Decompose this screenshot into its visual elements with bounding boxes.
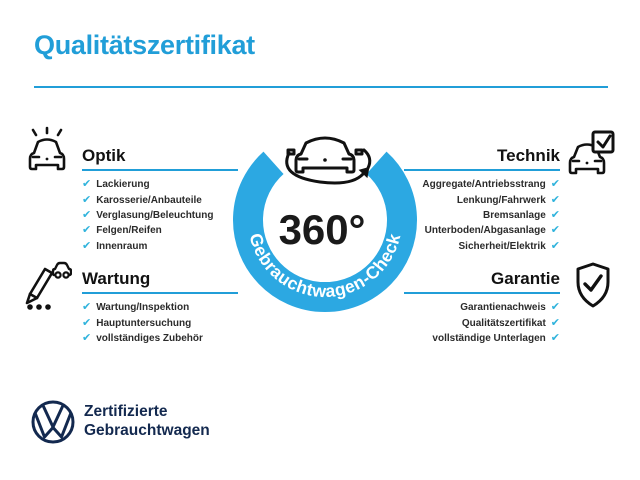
brand-claim: Zertifizierte Gebrauchtwagen <box>84 402 210 440</box>
section-optik: Optik ✔ Lackierung ✔ Karosserie/Anbauteile… <box>82 146 238 254</box>
checklist-item: ✔ Verglasung/Beleuchtung <box>82 208 214 221</box>
check-icon: ✔ <box>550 316 560 329</box>
ring-shape <box>233 151 417 312</box>
check-icon: ✔ <box>82 301 92 314</box>
checklist-item: Bremsanlage ✔ <box>482 208 560 221</box>
checklist: Aggregate/Antriebsstrang ✔ Lenkung/Fahrwe… <box>404 177 560 254</box>
sparkling-car-icon <box>23 126 71 174</box>
checklist-item: Lenkung/Fahrwerk ✔ <box>456 193 560 206</box>
checklist-item: vollständige Unterlagen ✔ <box>432 331 560 344</box>
check-icon: ✔ <box>82 208 92 221</box>
checklist-item: Aggregate/Antriebsstrang ✔ <box>422 178 560 191</box>
check-icon: ✔ <box>550 331 560 344</box>
checklist-item: ✔ Hauptuntersuchung <box>82 316 192 329</box>
check-icon: ✔ <box>82 239 92 252</box>
checklist-item: Unterboden/Abgasanlage ✔ <box>424 224 560 237</box>
section-title: Optik <box>82 146 126 165</box>
check-icon: ✔ <box>550 178 560 191</box>
checklist: ✔ Lackierung ✔ Karosserie/Anbauteile ✔ Verg… <box>82 177 238 254</box>
check-icon: ✔ <box>550 224 560 237</box>
shield-check-icon <box>572 261 614 309</box>
checklist: ✔ Wartung/Inspektion ✔ Hauptuntersuchung ✔… <box>82 300 238 346</box>
check-icon: ✔ <box>550 193 560 206</box>
section-divider <box>82 292 238 294</box>
check-icon: ✔ <box>82 193 92 206</box>
section-title: Garantie <box>491 269 560 288</box>
car-checkbox-icon <box>566 130 616 176</box>
check-icon: ✔ <box>82 178 92 191</box>
check-icon: ✔ <box>82 316 92 329</box>
checklist: Garantienachweis ✔ Qualitätszertifikat ✔ v… <box>404 300 560 346</box>
checklist-item: ✔ Lackierung <box>82 178 150 191</box>
brand-claim-line2: Gebrauchtwagen <box>84 422 210 439</box>
section-garantie: Garantie Garantienachweis ✔ Qualitätszert… <box>404 269 560 346</box>
check-icon: ✔ <box>82 331 92 344</box>
section-divider <box>82 169 238 171</box>
check-icon: ✔ <box>550 239 560 252</box>
page-title: Qualitätszertifikat <box>34 30 255 60</box>
section-technik: Technik Aggregate/Antriebsstrang ✔ Lenkun… <box>404 146 560 254</box>
check-icon: ✔ <box>550 301 560 314</box>
title-divider <box>34 86 608 88</box>
checklist-item: Sicherheit/Elektrik ✔ <box>458 239 560 252</box>
check-icon: ✔ <box>550 208 560 221</box>
section-wartung: Wartung ✔ Wartung/Inspektion ✔ Hauptunters… <box>82 269 238 346</box>
vw-logo <box>30 399 76 450</box>
checklist-item: Garantienachweis ✔ <box>460 301 560 314</box>
checklist-item: ✔ Felgen/Reifen <box>82 224 162 237</box>
section-title: Technik <box>497 146 560 165</box>
checklist-item: ✔ Karosserie/Anbauteile <box>82 193 202 206</box>
service-record-icon <box>20 258 72 312</box>
brand-claim-line1: Zertifizierte <box>84 403 168 420</box>
checklist-item: ✔ Wartung/Inspektion <box>82 301 190 314</box>
checklist-item: ✔ Innenraum <box>82 239 148 252</box>
car-360-rotation-icon <box>285 136 372 185</box>
check-icon: ✔ <box>82 224 92 237</box>
section-divider <box>404 292 560 294</box>
checklist-item: Qualitätszertifikat ✔ <box>461 316 560 329</box>
checklist-item: ✔ vollständiges Zubehör <box>82 331 203 344</box>
ring-value: 360° <box>279 206 366 253</box>
section-title: Wartung <box>82 269 151 288</box>
section-divider <box>404 169 560 171</box>
